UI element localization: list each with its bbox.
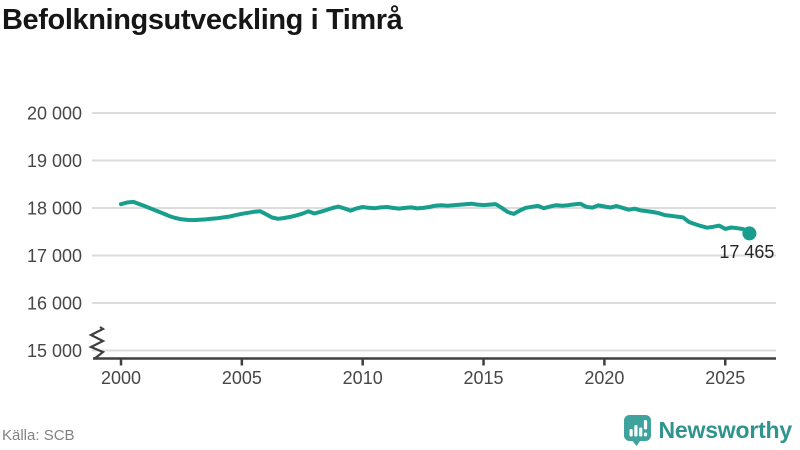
x-tick-label: 2025 [705, 368, 745, 388]
y-tick-label: 19 000 [27, 151, 82, 171]
y-axis-labels: 20 000 19 000 18 000 17 000 16 000 15 000 [27, 104, 82, 362]
axis-break-icon [88, 326, 106, 360]
x-tick-label: 2020 [584, 368, 624, 388]
newsworthy-logo[interactable]: Newsworthy [623, 414, 792, 447]
x-tick-label: 2015 [464, 368, 504, 388]
x-axis [93, 357, 776, 366]
newsworthy-wordmark: Newsworthy [658, 417, 793, 443]
last-point-marker [742, 226, 757, 241]
x-tick-label: 2005 [222, 368, 262, 388]
gridlines [92, 112, 776, 352]
y-tick-label: 16 000 [27, 294, 82, 314]
newsworthy-bubble-chart-icon [623, 415, 651, 446]
population-line [119, 199, 752, 236]
x-axis-labels: 2000 2005 2010 2015 2020 2025 [101, 368, 745, 388]
x-tick-label: 2000 [101, 368, 141, 388]
x-tick-label: 2010 [343, 368, 383, 388]
y-tick-label: 20 000 [27, 104, 82, 124]
y-tick-label: 17 000 [27, 246, 82, 266]
source-caption: Källa: SCB [2, 427, 75, 444]
y-tick-label: 15 000 [27, 341, 82, 361]
last-value-label: 17 465 [719, 242, 774, 262]
y-tick-label: 18 000 [27, 199, 82, 219]
chart-title: Befolkningsutveckling i Timrå [2, 4, 403, 36]
